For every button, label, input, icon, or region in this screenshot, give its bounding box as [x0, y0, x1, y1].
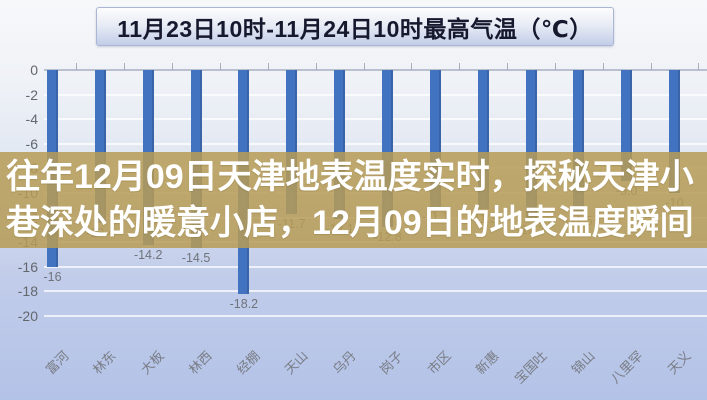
- overlay-text-line1: 往年12月09日天津地表温度实时，探秘天津小: [6, 158, 694, 196]
- x-axis-label: 大板: [137, 348, 167, 378]
- x-axis-label: 八里罕: [607, 348, 646, 387]
- y-axis-tick-label: -18: [17, 283, 38, 300]
- category-tick-mark: [124, 63, 126, 70]
- category-tick-mark: [363, 63, 365, 70]
- gridline: [44, 118, 707, 121]
- x-axis-label: 乌丹: [329, 348, 359, 378]
- bar-8: [381, 70, 393, 228]
- y-axis-tick-label: -16: [17, 258, 38, 275]
- y-axis-tick-label: -4: [25, 111, 38, 128]
- bar-12: [573, 70, 585, 212]
- category-tick-mark: [507, 63, 509, 70]
- x-axis-label: 林东: [90, 348, 120, 378]
- category-tick-mark: [554, 63, 556, 70]
- bar-value-label: -14.5: [181, 251, 211, 266]
- category-tick-mark: [650, 63, 652, 70]
- chart-title: 11月23日10时-11月24日10时最高气温（℃）: [117, 15, 593, 42]
- category-tick-mark: [76, 63, 78, 70]
- y-axis-tick-label: 0: [30, 62, 38, 78]
- bar-7: [334, 70, 346, 219]
- chart-title-box: 11月23日10时-11月24日10时最高气温（℃）: [96, 7, 614, 46]
- category-tick-mark: [172, 63, 174, 70]
- category-tick-mark: [459, 63, 461, 70]
- overlay-text-line2: 巷深处的暖意小店，12月09日的地表温度瞬间: [6, 204, 694, 242]
- x-axis-label: 天义: [664, 348, 694, 378]
- bar-value-label: -18.2: [229, 296, 259, 311]
- overlay-banner: 往年12月09日天津地表温度实时，探秘天津小 巷深处的暖意小店，12月09日的地…: [0, 152, 707, 248]
- bar-value-label: -16: [43, 269, 62, 284]
- bar-9: [429, 70, 441, 207]
- x-axis-label: 锦山: [568, 348, 598, 378]
- gridline: [44, 315, 707, 317]
- category-tick-mark: [602, 63, 604, 70]
- category-tick-mark: [219, 63, 221, 70]
- x-axis-label: 宝国吐: [511, 348, 550, 387]
- y-axis-tick-label: -2: [25, 86, 38, 103]
- bar-10: [477, 70, 489, 209]
- gridline: [44, 93, 707, 96]
- gridline: [44, 290, 707, 293]
- x-axis-label: 富河: [42, 348, 72, 378]
- bar-value-label: -14.2: [133, 247, 163, 262]
- gridline: [44, 265, 707, 268]
- x-axis-zero-line: [44, 69, 707, 71]
- y-axis-tick-label: -20: [17, 308, 38, 324]
- category-tick-mark: [411, 63, 413, 70]
- category-tick-mark: [698, 63, 700, 70]
- bar-14: [669, 70, 681, 193]
- bar-2: [94, 70, 106, 223]
- x-axis-label: 新惠: [472, 348, 502, 378]
- x-axis-label: 市区: [425, 348, 455, 378]
- x-axis-label: 岗子: [377, 348, 407, 378]
- category-tick-mark: [315, 63, 317, 70]
- y-axis-tick-label: -6: [25, 135, 38, 152]
- x-axis-label: 天山: [281, 348, 311, 378]
- bar-6: [286, 70, 298, 214]
- bar-13: [621, 70, 633, 181]
- x-axis-label: 林西: [185, 348, 215, 378]
- gridline: [44, 142, 707, 145]
- x-axis-label: 经棚: [233, 348, 263, 378]
- category-tick-mark: [267, 63, 269, 70]
- bar-11: [525, 70, 537, 221]
